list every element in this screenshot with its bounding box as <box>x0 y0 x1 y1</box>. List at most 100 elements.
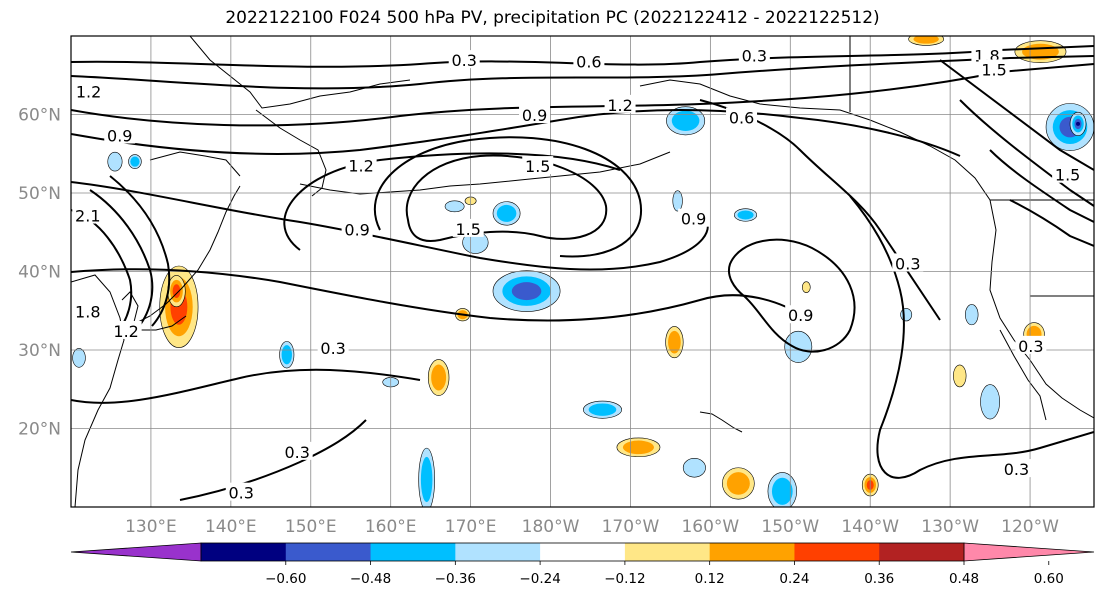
pv-contour-jet-2 <box>89 189 154 331</box>
contour-label: 0.3 <box>451 51 476 70</box>
negative-anomaly-patch <box>784 330 813 363</box>
contour-label: 1.5 <box>981 61 1006 80</box>
coast-east-asia <box>71 274 125 507</box>
negative-anomaly-patch <box>682 458 706 478</box>
negative-anomaly-patch <box>281 345 292 365</box>
contour-label: 0.6 <box>729 108 754 127</box>
negative-anomaly-patch <box>737 210 754 220</box>
negative-anomaly-patch <box>980 384 1000 420</box>
lat-tick-label: 20°N <box>18 420 61 440</box>
contour-label: 0.3 <box>1004 460 1029 479</box>
contour-label-bg <box>892 253 924 272</box>
colorbar: −0.60 −0.48 −0.36 −0.24 −0.12 0.12 0.24 0.36 0.4… <box>70 542 1095 587</box>
contour-label-bg <box>604 94 636 113</box>
colorbar-tick-label: 0.12 <box>695 571 725 587</box>
pv-contour-ne-3 <box>989 149 1094 223</box>
colorbar-frame <box>200 542 965 562</box>
pv-contour-0.3-east <box>849 195 1094 479</box>
contour-label-bg <box>1052 164 1084 183</box>
pv-contour-0.3-sw <box>71 368 421 404</box>
negative-anomaly-patch <box>420 456 433 503</box>
coast-japan-south <box>140 315 187 331</box>
positive-anomaly-patch <box>172 284 181 299</box>
contour-label: 0.3 <box>895 254 920 273</box>
contour-label-bg <box>519 105 551 124</box>
colorbar-tick-label: 0.36 <box>864 571 894 587</box>
contour-label: 0.3 <box>742 46 767 65</box>
contour-label: 0.6 <box>576 53 601 72</box>
lat-tick-label: 30°N <box>18 341 61 361</box>
colorbar-over-extension <box>963 542 1095 562</box>
contour-label-bg <box>281 441 313 460</box>
graticule <box>71 36 1094 507</box>
contour-label-bg <box>72 301 104 320</box>
positive-anomaly-patch <box>668 330 681 354</box>
lon-tick-label: 170°W <box>602 517 660 537</box>
lon-tick-label: 150°E <box>285 517 337 537</box>
coast-alaska <box>639 79 931 147</box>
lon-tick-label: 120°W <box>1001 517 1059 537</box>
colorbar-swatch <box>540 543 626 561</box>
pv-contour-ne-2 <box>959 99 1094 207</box>
contour-label: 0.3 <box>320 339 345 358</box>
lon-tick-label: 160°E <box>365 517 417 537</box>
colorbar-tick-label: −0.48 <box>350 571 391 587</box>
contour-label-bg <box>785 305 817 324</box>
colorbar-tick-label: −0.24 <box>519 571 560 587</box>
coast-okhotsk <box>149 151 241 177</box>
contour-label-bg <box>225 482 257 501</box>
colorbar-swatch <box>285 543 372 561</box>
contour-label-bg <box>345 155 377 174</box>
colorbar-swatch <box>455 543 541 561</box>
negative-anomaly-patch <box>72 348 86 368</box>
contour-label: 2.1 <box>75 207 100 226</box>
colorbar-swatch <box>879 543 965 561</box>
contour-label-bg <box>1000 459 1032 478</box>
positive-anomaly-patch <box>431 364 447 391</box>
contour-label: 1.2 <box>76 83 101 102</box>
longitude-labels: 130°E 140°E 150°E 160°E 170°E 180°W 170°W 160°W… <box>125 517 1059 537</box>
contour-label-bg <box>978 59 1010 78</box>
lat-tick-label: 60°N <box>18 106 61 126</box>
negative-anomaly-patch <box>496 204 517 222</box>
negative-anomaly-patch <box>107 151 123 172</box>
precip-anomaly-fills <box>72 36 1094 507</box>
colorbar-tick-label: −0.36 <box>435 571 476 587</box>
negative-anomaly-patch <box>900 308 913 322</box>
negative-anomaly-patch <box>1076 121 1081 126</box>
negative-anomaly-patch <box>444 200 465 213</box>
pv-contour-0.9-loop <box>283 152 621 251</box>
contour-label: 1.2 <box>607 96 632 115</box>
pv-contour-0.9-east-loop <box>728 238 856 353</box>
coast-baja <box>999 329 1047 421</box>
negative-anomaly-patch <box>130 156 140 167</box>
contour-label: 0.9 <box>344 221 369 240</box>
lon-tick-label: 130°W <box>921 517 979 537</box>
coast-siberia <box>189 36 411 109</box>
colorbar-swatch <box>201 543 287 561</box>
contour-label-bg <box>452 218 484 237</box>
colorbar-tick-label: −0.60 <box>265 571 306 587</box>
negative-anomaly-patch <box>771 477 793 505</box>
pv-contour-labels: 0.3 0.6 0.3 1.2 0.9 0.6 1.2 1.5 1.5 0.9 0.9 0.9 0.3 1… <box>72 45 1084 503</box>
contour-label: 0.9 <box>522 106 547 125</box>
lon-tick-label: 140°W <box>841 517 899 537</box>
lon-tick-label: 130°E <box>125 517 177 537</box>
colorbar-tick-label: 0.60 <box>1034 571 1064 587</box>
positive-anomaly-patch <box>953 364 967 388</box>
colorbar-swatch <box>370 543 456 561</box>
contour-label-bg <box>522 156 554 175</box>
contour-label: 1.8 <box>75 302 100 321</box>
positive-anomaly-patch <box>726 472 750 495</box>
contour-label: 1.2 <box>113 322 138 341</box>
negative-anomaly-patch <box>588 403 617 416</box>
colorbar-swatch <box>624 543 711 561</box>
pv-contour-1.2-loop <box>374 136 643 258</box>
negative-anomaly-patch <box>965 304 979 326</box>
contour-label-bg <box>110 320 142 339</box>
contour-label-bg <box>104 125 136 144</box>
pv-contour-1.2 <box>71 109 961 157</box>
lon-tick-label: 180°W <box>522 517 580 537</box>
positive-anomaly-patch <box>622 440 654 455</box>
colorbar-swatch <box>709 543 795 561</box>
